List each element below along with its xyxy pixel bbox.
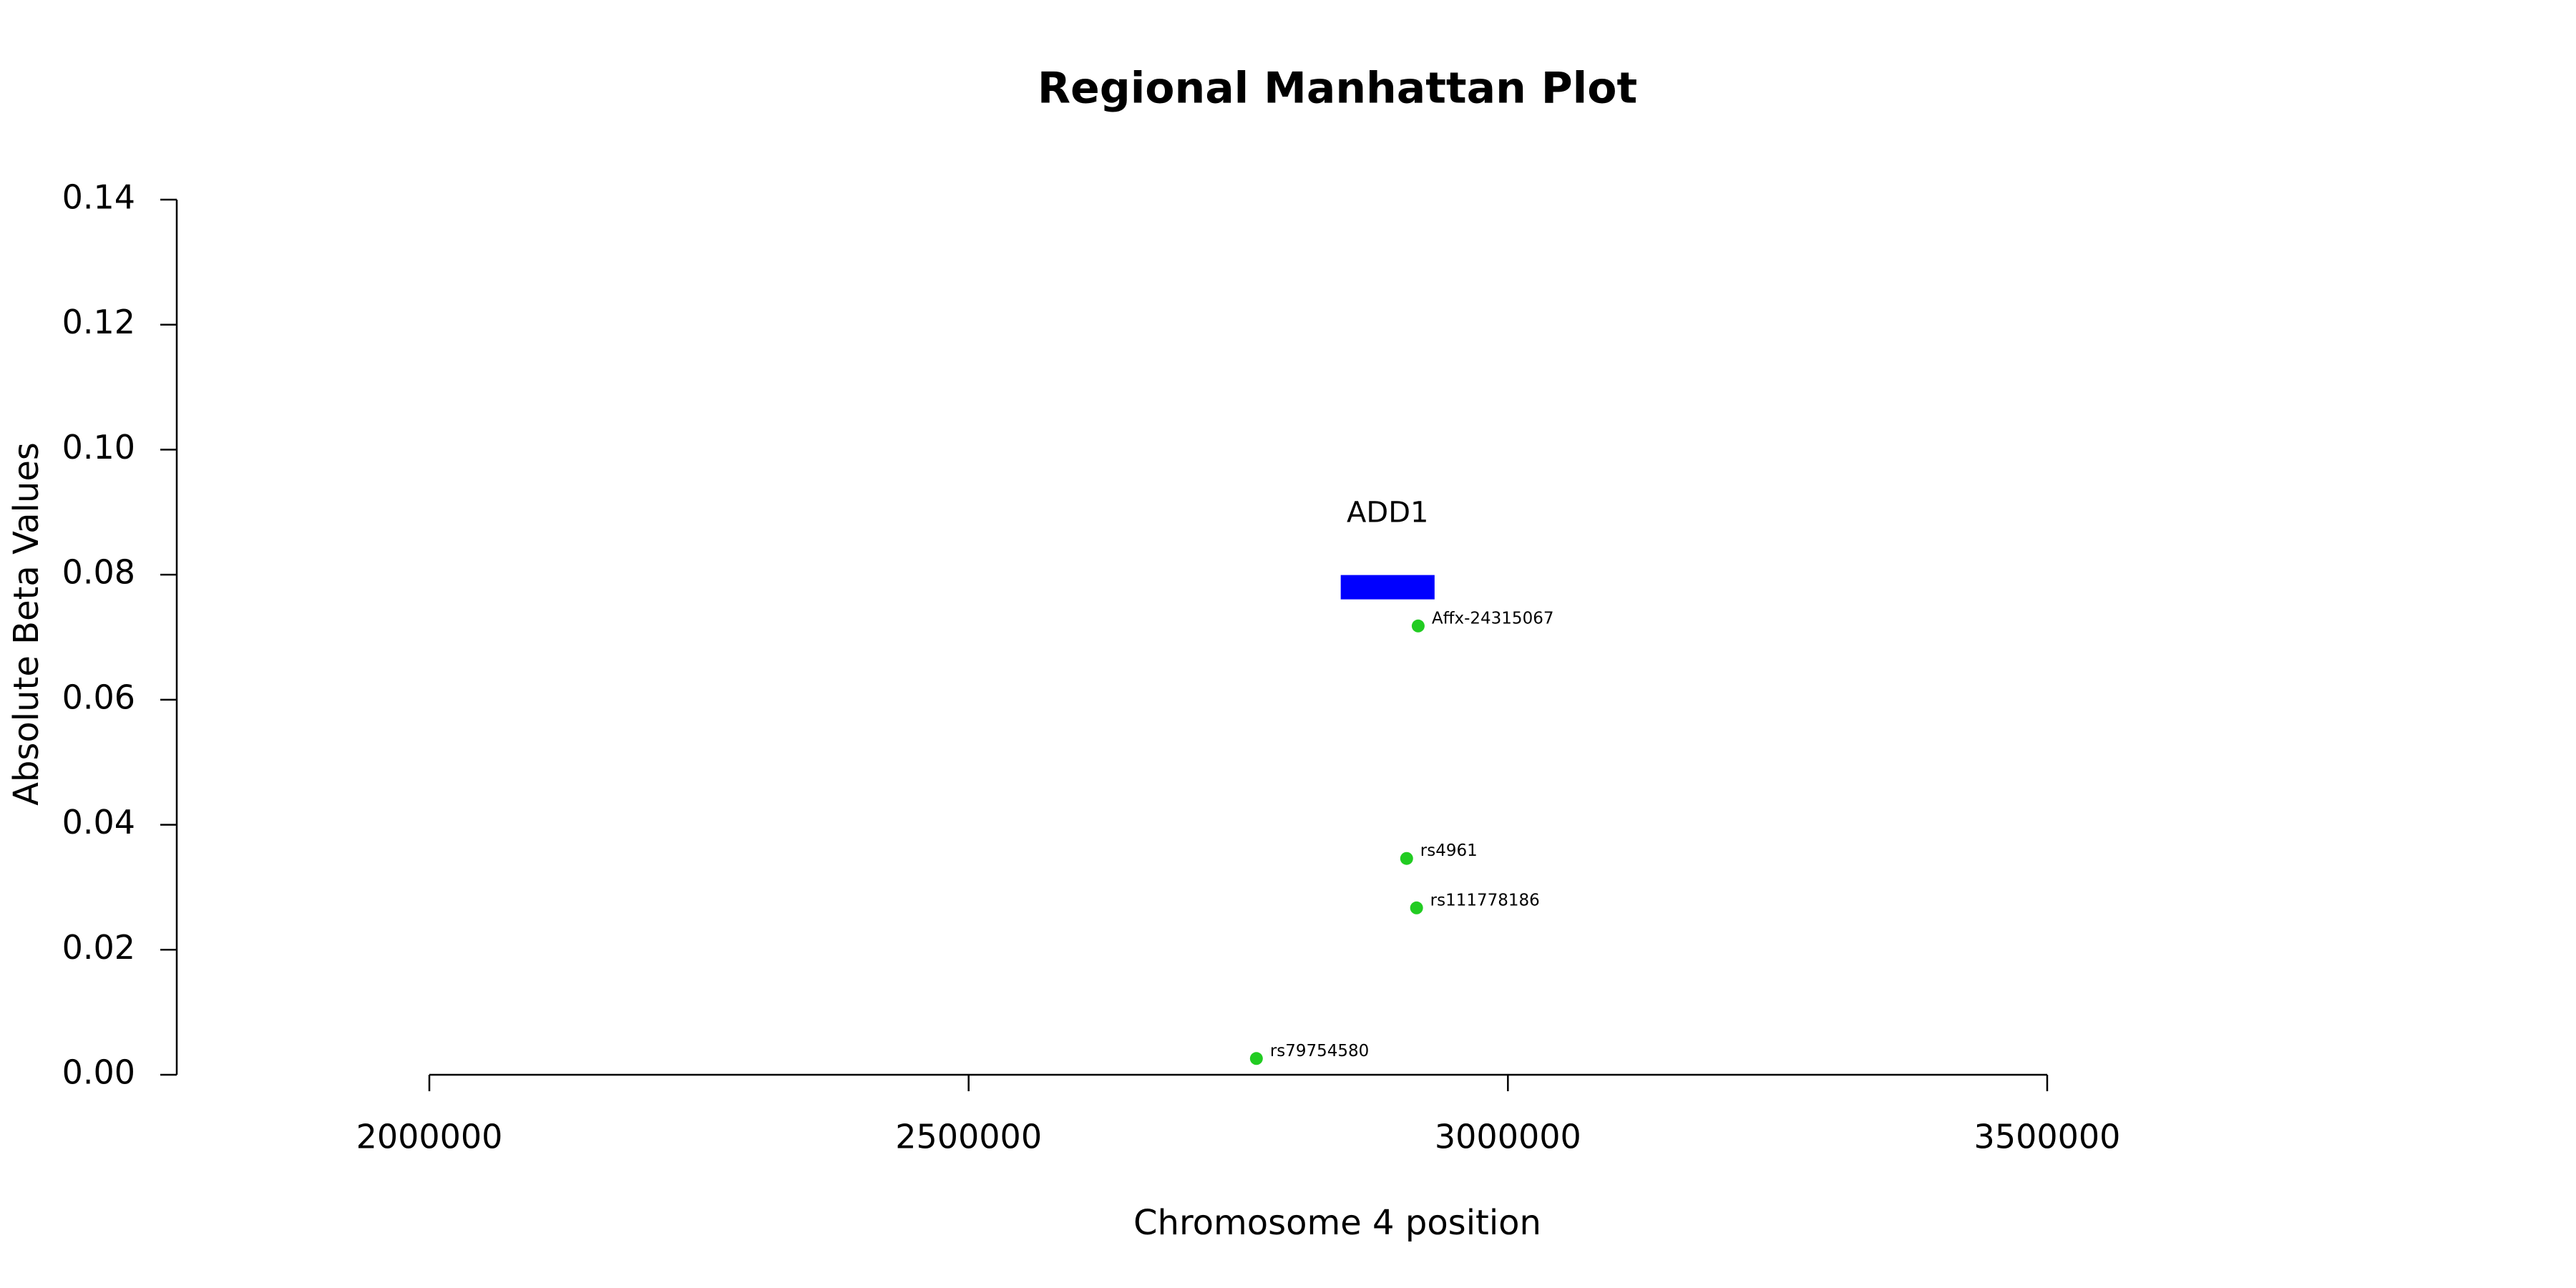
- gene-label: ADD1: [1347, 497, 1428, 530]
- chart-title: Regional Manhattan Plot: [1038, 64, 1637, 114]
- x-axis-title: Chromosome 4 position: [1133, 1203, 1541, 1243]
- y-tick-label: 0.02: [62, 928, 135, 967]
- point-label: rs4961: [1420, 841, 1478, 860]
- y-tick-label: 0.04: [62, 803, 135, 841]
- point: [1400, 852, 1413, 865]
- y-tick-label: 0.08: [62, 553, 135, 592]
- point: [1410, 901, 1423, 914]
- point-label: Affx-24315067: [1432, 609, 1554, 628]
- y-tick-label: 0.12: [62, 303, 135, 341]
- gene-bar: [1340, 575, 1435, 600]
- y-tick-label: 0.10: [62, 428, 135, 467]
- y-tick-label: 0.06: [62, 678, 135, 716]
- x-tick-label: 3000000: [1435, 1118, 1581, 1156]
- y-axis-title: Absolute Beta Values: [6, 442, 47, 806]
- x-tick-label: 3500000: [1974, 1118, 2121, 1156]
- x-tick-label: 2500000: [895, 1118, 1042, 1156]
- x-tick-label: 2000000: [356, 1118, 503, 1156]
- point: [1411, 619, 1425, 633]
- point-label: rs111778186: [1430, 891, 1540, 909]
- point-label: rs79754580: [1270, 1042, 1370, 1060]
- y-tick-label: 0.14: [62, 178, 135, 217]
- point: [1249, 1052, 1263, 1065]
- y-tick-label: 0.00: [62, 1053, 135, 1092]
